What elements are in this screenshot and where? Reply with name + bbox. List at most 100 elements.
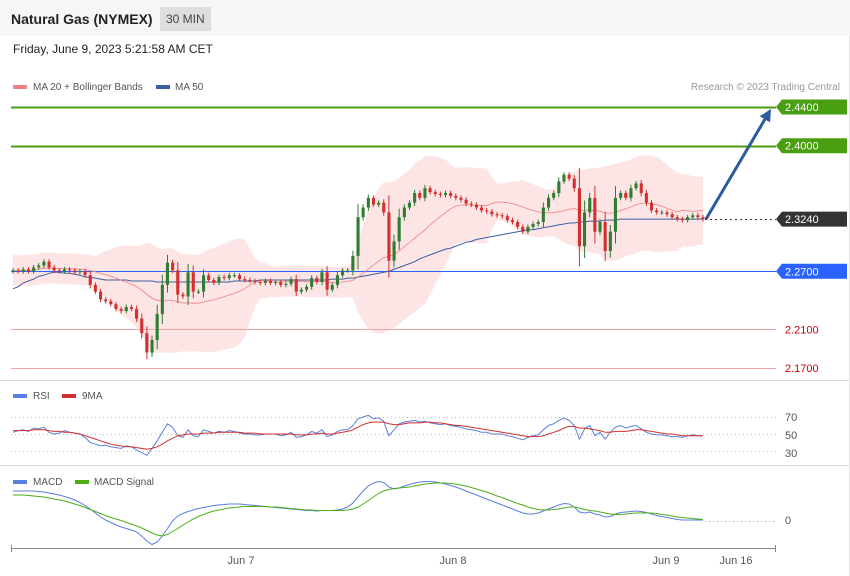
- candle-body: [485, 210, 489, 212]
- candle-body: [402, 207, 406, 218]
- candle: [619, 190, 623, 201]
- candle-body: [73, 270, 77, 273]
- candle: [232, 272, 236, 278]
- candle: [202, 269, 206, 298]
- candle: [253, 278, 257, 285]
- candle-body: [469, 203, 473, 205]
- candle: [78, 268, 82, 275]
- candle: [377, 200, 381, 207]
- level-label: 2.2100: [785, 324, 819, 336]
- candle-body: [83, 271, 87, 276]
- candle-body: [68, 269, 72, 271]
- level-label-text: 2.2700: [785, 266, 819, 278]
- candle-body: [650, 202, 654, 211]
- candle: [227, 272, 231, 281]
- candle-body: [351, 255, 355, 271]
- rsi-panel: [11, 414, 776, 456]
- legend-swatch-rsi: [13, 394, 27, 398]
- x-tick-label: Jun 8: [440, 555, 467, 567]
- candle-body: [464, 199, 468, 204]
- time-axis: Jun 7 Jun 8 Jun 9 Jun 16: [11, 545, 776, 567]
- candle: [485, 208, 489, 214]
- candle-body: [377, 202, 381, 205]
- candle: [212, 277, 216, 286]
- candle: [320, 268, 324, 286]
- candle: [315, 275, 319, 285]
- candle-body: [660, 212, 664, 214]
- level-label: 2.2700: [776, 263, 847, 279]
- candle: [567, 172, 571, 181]
- candle: [341, 268, 345, 278]
- timeframe-badge[interactable]: 30 MIN: [160, 7, 211, 31]
- candle-body: [109, 301, 113, 305]
- candle: [114, 301, 118, 312]
- candle-body: [191, 272, 195, 292]
- chart-header: Natural Gas (NYMEX) 30 MIN: [0, 0, 850, 36]
- macd-signal-line: [13, 482, 704, 537]
- candle-body: [305, 286, 309, 290]
- rsi-ma-line: [13, 421, 703, 450]
- candle-body: [397, 217, 401, 242]
- candle: [691, 212, 695, 220]
- candle: [289, 276, 293, 287]
- rsi-tick-50: 50: [785, 430, 797, 442]
- candle: [243, 276, 247, 283]
- copyright-text: Research © 2023 Trading Central: [691, 82, 840, 93]
- candle: [238, 272, 242, 282]
- candle: [454, 193, 458, 201]
- candle: [155, 304, 159, 350]
- candle: [274, 279, 278, 286]
- candle-body: [521, 226, 525, 232]
- candle-body: [253, 281, 257, 282]
- candle: [413, 189, 417, 207]
- candle: [330, 282, 334, 293]
- candle-body: [639, 183, 643, 194]
- candle-body: [670, 214, 674, 218]
- candle-body: [644, 193, 648, 203]
- candle-body: [135, 309, 139, 319]
- candle: [68, 267, 72, 273]
- level-label-text: 2.3240: [785, 214, 819, 226]
- candle-body: [531, 224, 535, 227]
- candle-body: [567, 174, 571, 179]
- candle: [516, 219, 520, 230]
- candle-body: [371, 197, 375, 205]
- candle-body: [104, 299, 108, 302]
- candle-body: [624, 193, 628, 198]
- candle: [701, 214, 705, 222]
- legend-label-macd-signal: MACD Signal: [94, 477, 154, 488]
- macd-line: [13, 480, 703, 546]
- candle-body: [232, 275, 236, 277]
- candle: [140, 313, 144, 339]
- candle-body: [37, 265, 41, 268]
- candle: [639, 180, 643, 197]
- candle: [191, 265, 195, 299]
- candle: [207, 272, 211, 283]
- candle: [644, 189, 648, 207]
- candle-body: [263, 281, 267, 283]
- level-label-tag: [776, 99, 847, 115]
- candle: [145, 326, 149, 360]
- candle-body: [222, 277, 226, 279]
- candle-body: [155, 313, 159, 340]
- candle-body: [603, 222, 607, 251]
- candle: [279, 279, 283, 288]
- candle: [577, 167, 581, 267]
- candle: [42, 259, 46, 268]
- forecast-arrow-shaft: [704, 118, 767, 220]
- legend-label-ma20: MA 20 + Bollinger Bands: [33, 82, 143, 93]
- candle-body: [526, 226, 530, 232]
- legend-swatch-macd-signal: [75, 480, 89, 484]
- candle-body: [150, 340, 154, 353]
- candle-body: [186, 272, 190, 297]
- candle: [26, 267, 30, 274]
- candle-body: [16, 270, 20, 272]
- candle: [37, 263, 41, 270]
- chart-datetime: Friday, June 9, 2023 5:21:58 AM CET: [13, 42, 213, 56]
- candle: [284, 281, 288, 288]
- candle-body: [294, 279, 298, 292]
- level-label-tag: [776, 211, 847, 227]
- candle: [500, 212, 504, 219]
- candle-body: [680, 219, 684, 221]
- candle-body: [119, 309, 123, 311]
